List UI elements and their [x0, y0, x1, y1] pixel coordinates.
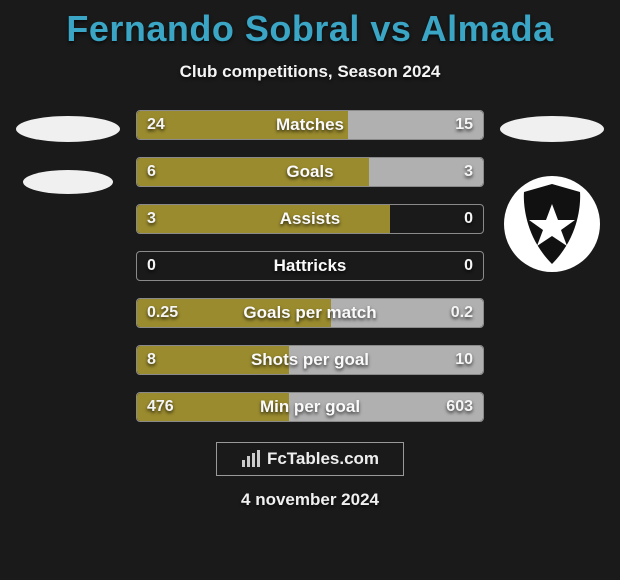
- stat-row: 476 603 Min per goal: [136, 392, 484, 422]
- shield-star-icon: [502, 174, 602, 274]
- stat-value-right: 10: [455, 351, 473, 369]
- stat-row: 6 3 Goals: [136, 157, 484, 187]
- stat-value-left: 3: [147, 210, 156, 228]
- left-player-column: [8, 110, 128, 194]
- footer: FcTables.com 4 november 2024: [0, 442, 620, 510]
- subtitle: Club competitions, Season 2024: [0, 62, 620, 82]
- stat-value-left: 476: [147, 398, 174, 416]
- stat-value-right: 0: [464, 210, 473, 228]
- player-photo-placeholder: [16, 116, 120, 142]
- player-photo-placeholder: [500, 116, 604, 142]
- stat-label: Shots per goal: [251, 350, 369, 370]
- stat-value-right: 0.2: [451, 304, 473, 322]
- comparison-panel: 24 15 Matches 6 3 Goals 3 0 Assists 0 0 Hattricks 0.…: [0, 110, 620, 422]
- stat-label: Hattricks: [274, 256, 347, 276]
- stat-value-left: 0: [147, 257, 156, 275]
- stat-value-left: 8: [147, 351, 156, 369]
- brand-box[interactable]: FcTables.com: [216, 442, 404, 476]
- stat-label: Min per goal: [260, 397, 360, 417]
- stat-row: 0 0 Hattricks: [136, 251, 484, 281]
- stat-value-left: 6: [147, 163, 156, 181]
- page-title: Fernando Sobral vs Almada: [0, 0, 620, 50]
- stat-label: Goals per match: [243, 303, 376, 323]
- club-badge: [502, 174, 602, 274]
- stat-label: Goals: [286, 162, 333, 182]
- stat-row: 3 0 Assists: [136, 204, 484, 234]
- stat-value-left: 0.25: [147, 304, 178, 322]
- stat-bars: 24 15 Matches 6 3 Goals 3 0 Assists 0 0 Hattricks 0.…: [128, 110, 492, 422]
- stat-label: Assists: [280, 209, 340, 229]
- right-player-column: [492, 110, 612, 274]
- stat-value-right: 3: [464, 163, 473, 181]
- stat-row: 8 10 Shots per goal: [136, 345, 484, 375]
- club-badge-placeholder: [23, 170, 113, 194]
- stat-value-right: 15: [455, 116, 473, 134]
- stat-row: 24 15 Matches: [136, 110, 484, 140]
- date-label: 4 november 2024: [241, 490, 379, 510]
- stat-value-right: 603: [446, 398, 473, 416]
- stat-row: 0.25 0.2 Goals per match: [136, 298, 484, 328]
- stat-label: Matches: [276, 115, 344, 135]
- brand-label: FcTables.com: [267, 449, 379, 469]
- stat-bar-left: [137, 158, 369, 186]
- stat-value-right: 0: [464, 257, 473, 275]
- stat-bar-left: [137, 205, 390, 233]
- stat-value-left: 24: [147, 116, 165, 134]
- chart-icon: [241, 450, 261, 468]
